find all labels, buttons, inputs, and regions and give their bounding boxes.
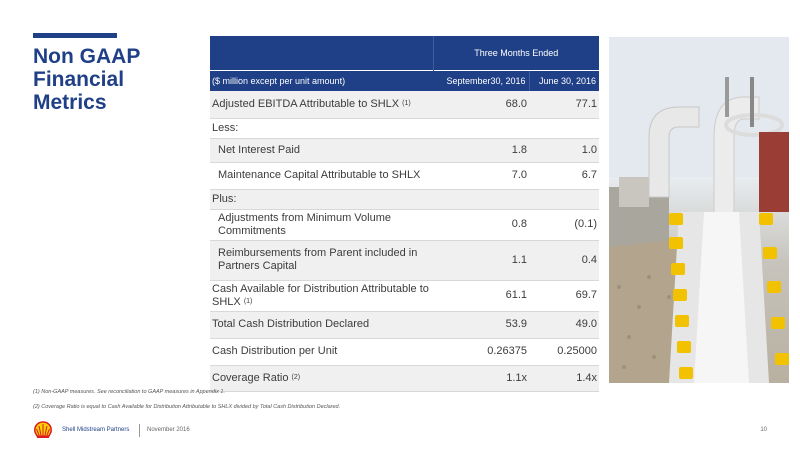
row-value-col1: 53.9 — [433, 311, 529, 339]
table-header-period-row: Three Months Ended — [210, 36, 599, 71]
row-value-col1: 1.1x — [433, 365, 529, 392]
shell-logo-icon — [34, 421, 52, 438]
row-label: Coverage Ratio (2) — [210, 365, 433, 392]
table-row: Maintenance Capital Attributable to SHLX… — [210, 162, 599, 190]
row-label: Less: — [210, 118, 433, 139]
row-value-col1: 61.1 — [433, 280, 529, 312]
table-header-columns-row: ($ million except per unit amount) Septe… — [210, 70, 599, 91]
row-value-col1: 7.0 — [433, 162, 529, 190]
row-label: Adjustments from Minimum Volume Commitme… — [210, 209, 433, 241]
row-label: Cash Distribution per Unit — [210, 338, 433, 366]
page-number: 10 — [760, 427, 767, 433]
row-value-col2: 0.25000 — [529, 338, 599, 366]
row-label: Maintenance Capital Attributable to SHLX — [210, 162, 433, 190]
slide-title-line-1: Non GAAP — [33, 45, 141, 68]
table-row: Cash Distribution per Unit 0.26375 0.250… — [210, 338, 599, 366]
footnote-2: (2) Coverage Ratio is equal to Cash Avai… — [33, 404, 341, 410]
slide-title: Non GAAP Financial Metrics — [33, 45, 203, 114]
table-row: Plus: — [210, 189, 599, 210]
row-value-col2: 0.4 — [529, 240, 599, 281]
header-blank-cell — [210, 36, 433, 71]
row-value-col2: 49.0 — [529, 311, 599, 339]
col2-header: June 30, 2016 — [528, 70, 599, 91]
row-value-col1 — [433, 189, 529, 210]
financial-metrics-table: Three Months Ended ($ million except per… — [210, 36, 599, 392]
table-row: Less: — [210, 118, 599, 139]
row-value-col2: 1.4x — [529, 365, 599, 392]
row-value-col1: 0.26375 — [433, 338, 529, 366]
title-accent-bar — [33, 33, 117, 38]
table-row: Coverage Ratio (2) 1.1x 1.4x — [210, 365, 599, 392]
row-footnote-marker: (1) — [243, 297, 253, 305]
col1-header: September30, 2016 — [433, 70, 529, 91]
table-row: Total Cash Distribution Declared 53.9 49… — [210, 311, 599, 339]
row-value-col2: 1.0 — [529, 138, 599, 163]
row-value-col1 — [433, 118, 529, 139]
pipeline-illustration — [609, 37, 789, 383]
row-value-col2: 6.7 — [529, 162, 599, 190]
footer-date: November 2016 — [147, 427, 190, 433]
table-row: Adjustments from Minimum Volume Commitme… — [210, 209, 599, 241]
table-row: Reimbursements from Parent included in P… — [210, 240, 599, 281]
row-label: Adjusted EBITDA Attributable to SHLX (1) — [210, 91, 433, 119]
table-row: Net Interest Paid 1.8 1.0 — [210, 138, 599, 163]
row-value-col2: 77.1 — [529, 91, 599, 119]
row-value-col1: 1.8 — [433, 138, 529, 163]
row-footnote-marker: (2) — [291, 373, 301, 381]
units-header: ($ million except per unit amount) — [210, 70, 433, 91]
table-row: Cash Available for Distribution Attribut… — [210, 280, 599, 312]
row-value-col2: 69.7 — [529, 280, 599, 312]
row-label: Reimbursements from Parent included in P… — [210, 240, 433, 281]
period-header: Three Months Ended — [432, 36, 599, 71]
row-value-col1: 0.8 — [433, 209, 529, 241]
slide-title-line-2: Financial Metrics — [33, 68, 125, 114]
row-value-col1: 1.1 — [433, 240, 529, 281]
row-label: Total Cash Distribution Declared — [210, 311, 433, 339]
footnote-1: (1) Non-GAAP measures. See reconciliatio… — [33, 389, 225, 395]
row-label: Plus: — [210, 189, 433, 210]
row-value-col2 — [529, 189, 599, 210]
row-footnote-marker: (1) — [402, 99, 411, 107]
footer-divider — [139, 424, 140, 437]
row-label: Cash Available for Distribution Attribut… — [210, 280, 433, 312]
table-row: Adjusted EBITDA Attributable to SHLX (1)… — [210, 91, 599, 119]
row-value-col2 — [529, 118, 599, 139]
row-value-col2: (0.1) — [529, 209, 599, 241]
footer-brand: Shell Midstream Partners — [62, 427, 130, 433]
row-label: Net Interest Paid — [210, 138, 433, 163]
pipeline-photo — [609, 37, 789, 383]
row-value-col1: 68.0 — [433, 91, 529, 119]
